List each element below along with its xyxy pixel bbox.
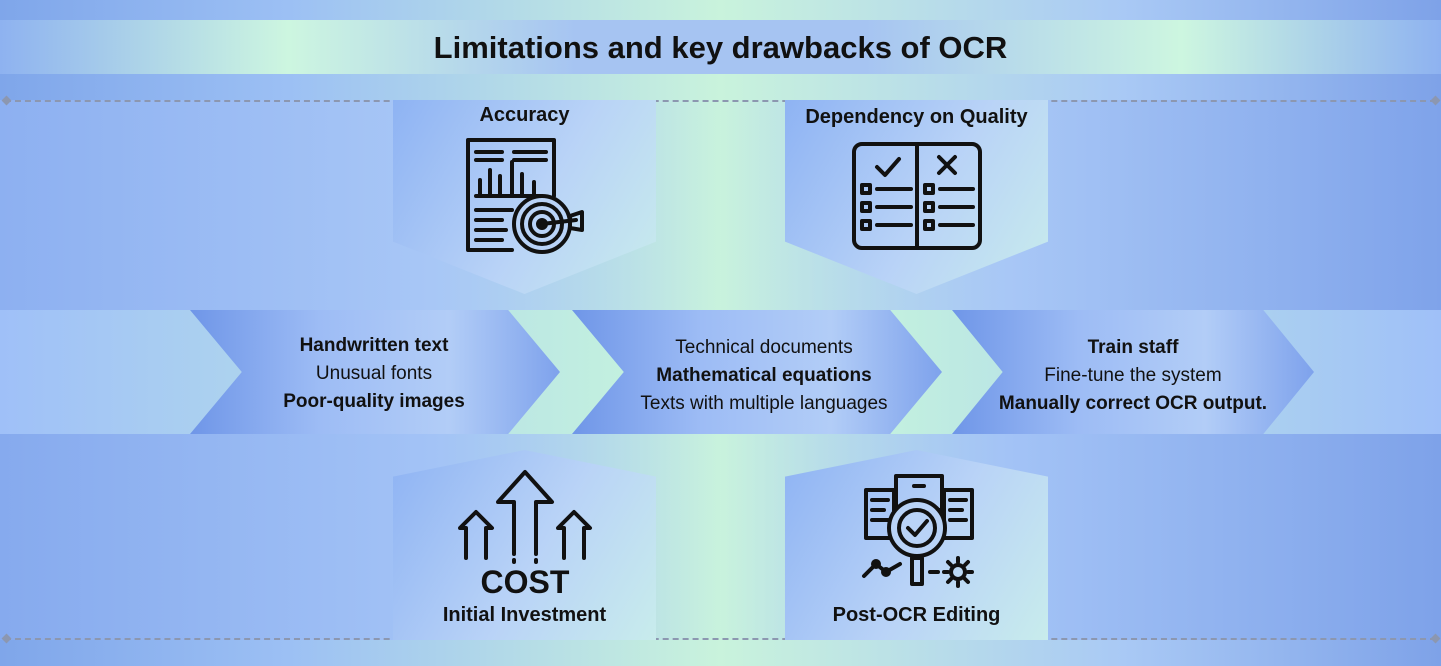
chevron-step-1: [190, 310, 560, 434]
bottom-band: [0, 434, 1441, 640]
dependency-label: Dependency on Quality: [805, 106, 1028, 128]
cost-arrows-icon: COST: [458, 470, 592, 600]
step-2-line-3: Texts with multiple languages: [640, 393, 888, 414]
report-target-icon: [466, 138, 584, 254]
top-divider: [5, 100, 1436, 102]
checklist-comparison-icon: [852, 142, 982, 250]
chevron-step-3: [952, 310, 1314, 434]
chevron-step-2: [572, 310, 942, 434]
post-ocr-label: Post-OCR Editing: [832, 604, 1001, 626]
document-magnifier-check-icon: [862, 474, 974, 588]
step-3-line-2: Fine-tune the system: [1044, 365, 1222, 386]
step-1-text: Handwritten text Unusual fonts Poor-qual…: [174, 332, 574, 416]
step-1-line-2: Unusual fonts: [315, 363, 433, 384]
cost-text: COST: [481, 564, 570, 600]
investment-label: Initial Investment: [442, 604, 607, 626]
step-1-line-3: Poor-quality images: [283, 391, 465, 412]
bottom-divider: [5, 638, 1436, 640]
step-3-line-1: Train staff: [1087, 337, 1179, 358]
step-3-text: Train staff Fine-tune the system Manuall…: [933, 334, 1333, 418]
accuracy-label: Accuracy: [479, 104, 570, 126]
page-title: Limitations and key drawbacks of OCR: [433, 30, 1008, 65]
title-band: [0, 20, 1441, 74]
step-2-text: Technical documents Mathematical equatio…: [564, 334, 964, 418]
step-2-line-2: Mathematical equations: [656, 365, 872, 386]
top-band: [0, 100, 1441, 310]
investment-card: Initial Investment: [393, 450, 656, 640]
step-1-line-1: Handwritten text: [299, 335, 449, 356]
step-3-line-3: Manually correct OCR output.: [998, 393, 1268, 414]
step-2-line-1: Technical documents: [675, 337, 853, 358]
